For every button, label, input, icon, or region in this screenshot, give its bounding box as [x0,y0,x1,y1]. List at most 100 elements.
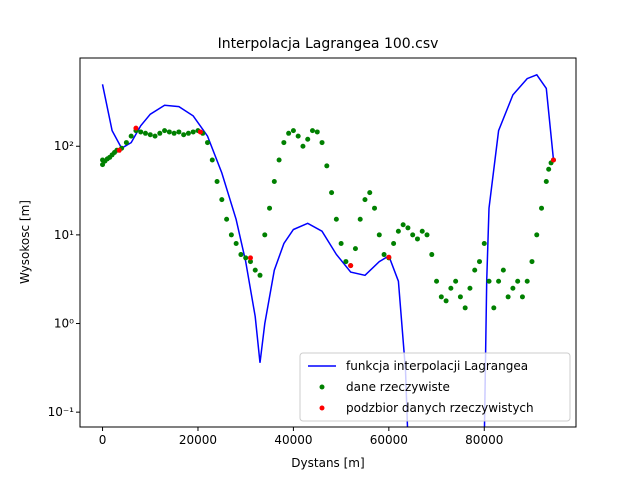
data-point [357,216,363,222]
data-point [209,157,215,163]
data-point [305,136,311,142]
data-point [543,179,549,185]
data-point [546,166,552,172]
data-point [171,130,177,136]
data-point [524,278,530,284]
data-point [529,259,535,265]
data-point [443,298,449,304]
data-point [290,128,296,134]
data-point [267,205,273,211]
data-point [386,254,392,260]
data-point [476,259,482,265]
data-point [247,259,253,265]
data-point [550,157,556,163]
data-point [123,140,129,146]
data-point [515,278,521,284]
data-point [448,285,454,291]
data-point [219,197,225,203]
data-point [352,246,358,252]
x-tick-label: 20000 [179,433,217,447]
data-point [457,294,463,300]
plot-area [100,73,556,427]
data-point [467,285,473,291]
data-point [157,130,163,136]
data-point [190,129,196,135]
data-point [381,252,387,258]
data-point [286,130,292,136]
legend-label: dane rzeczywiste [346,380,450,394]
data-point [414,236,420,242]
data-point [391,240,397,246]
data-point [309,128,315,134]
data-point [214,179,220,185]
data-point [434,278,440,284]
x-tick-label: 40000 [274,433,312,447]
data-point [338,240,344,246]
data-point [539,205,545,211]
interpolation-line [101,73,555,427]
data-point [519,294,525,300]
legend-label: funkcja interpolacji Lagrangea [346,359,528,373]
data-point [324,163,330,169]
data-point [142,130,148,136]
data-point [362,197,368,203]
data-point [472,267,478,273]
x-tick-label: 60000 [370,433,408,447]
data-point [314,129,320,135]
data-point [510,285,516,291]
data-point [491,305,497,311]
y-tick-label: 10⁻¹ [48,405,75,419]
data-point [233,240,239,246]
data-point [247,255,253,261]
y-axis-label: Wysokosc [m] [18,200,32,284]
legend-box [299,352,571,422]
data-point [162,128,168,134]
data-point [500,267,506,273]
data-point [496,278,502,284]
x-tick-label: 80000 [465,433,503,447]
data-point [185,130,191,136]
data-point [197,129,203,135]
data-point [462,305,468,311]
y-tick-label: 10² [54,139,74,153]
axes-frame [79,57,577,428]
data-point [424,232,430,238]
data-point [481,240,487,246]
legend-marker [319,405,325,411]
data-point [395,228,401,234]
data-point [410,232,416,238]
data-point [348,263,354,269]
data-point [100,162,106,168]
y-tick-label: 10⁰ [54,317,74,331]
data-point [147,132,153,138]
data-point [419,228,425,234]
data-point [329,190,335,196]
data-point [276,157,282,163]
x-tick-label: 0 [99,433,107,447]
data-point [181,132,187,138]
data-point [534,232,540,238]
data-point [333,216,339,222]
data-point [505,294,511,300]
legend-label: podzbior danych rzeczywistych [346,401,534,415]
data-point [271,179,277,185]
data-point [252,267,258,273]
data-point [257,272,263,278]
data-point [295,133,301,139]
data-point [176,129,182,135]
data-point [116,147,122,153]
data-point [262,232,268,238]
data-point [166,129,172,135]
data-point [367,190,373,196]
data-point [405,225,411,231]
data-point [429,252,435,258]
data-point [372,205,378,211]
data-point [486,278,492,284]
chart-title: Interpolacja Lagrangea 100.csv [218,36,439,52]
data-point [238,252,244,258]
data-point [376,232,382,238]
y-tick-label: 10¹ [54,228,74,242]
data-point [300,143,306,149]
data-point [128,133,134,139]
